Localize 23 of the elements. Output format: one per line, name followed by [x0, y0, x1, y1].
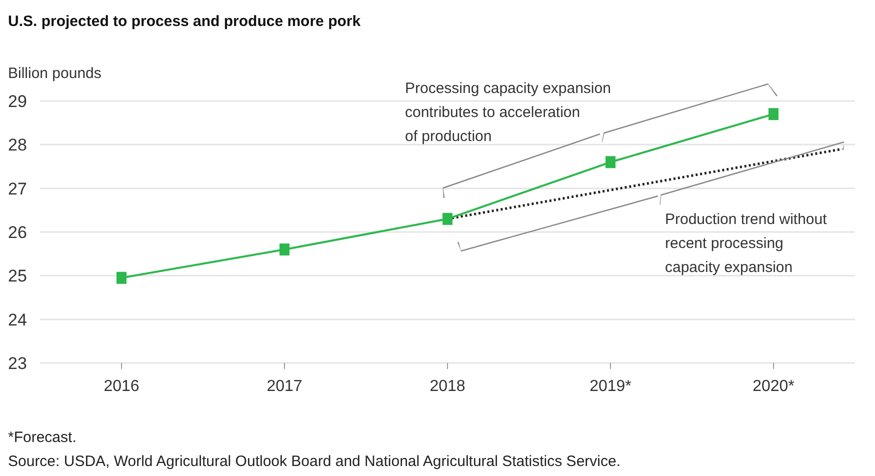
point: [116, 272, 126, 284]
annotation: Production trend without recent processing capacity expansion: [665, 211, 828, 276]
x-tick-label: 2017: [266, 378, 302, 395]
annotation: Processing capacity expansion contributes to acceleration of production: [405, 80, 611, 145]
x-tick-label: 2020*: [752, 378, 794, 395]
point: [768, 108, 778, 120]
chart-title: U.S. projected to process and produce more pork: [8, 13, 362, 30]
y-tick-label: 27: [8, 179, 27, 198]
y-tick-label: 28: [8, 136, 27, 155]
source-note: Source: USDA, World Agricultural Outlook Board and National Agricultural Statistics Service.: [8, 453, 620, 470]
point: [442, 212, 452, 225]
y-tick-label: 25: [8, 266, 27, 286]
y-tick-label: 26: [8, 222, 27, 242]
x-tick-label: 2018: [430, 378, 466, 395]
y-tick-label: 23: [8, 354, 27, 373]
point: [280, 243, 290, 256]
x-tick-label: 2016: [104, 378, 140, 395]
point: [606, 156, 616, 168]
x-tick-label: 2019*: [590, 378, 632, 395]
y-axis-title: Billion pounds: [8, 65, 102, 82]
text: *Forecast.: [8, 429, 76, 446]
y-tick-label: 24: [8, 310, 27, 330]
y-tick-label: 29: [8, 92, 27, 111]
